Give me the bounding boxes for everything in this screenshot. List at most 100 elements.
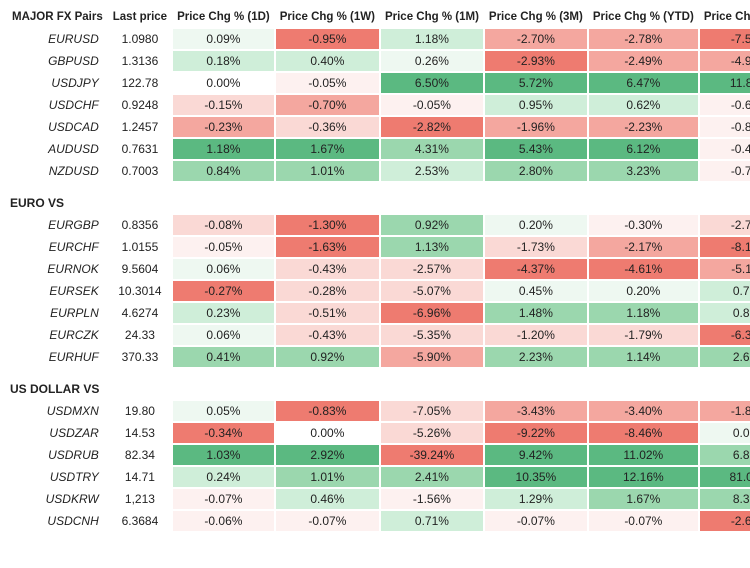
chg-cell-ytd: 3.23% [588, 160, 699, 182]
chg-cell-m1: -39.24% [380, 444, 484, 466]
chg-cell-y1: 0.71% [699, 280, 750, 302]
last-cell: 14.71 [108, 466, 172, 488]
table-row: USDCAD1.2457-0.23%-0.36%-2.82%-1.96%-2.2… [7, 116, 750, 138]
last-cell: 1.0980 [108, 28, 172, 50]
chg-cell-ytd: 0.62% [588, 94, 699, 116]
chg-cell-w1: -0.70% [275, 94, 380, 116]
chg-cell-m3: -2.70% [484, 28, 588, 50]
chg-cell-y1: -7.54% [699, 28, 750, 50]
chg-cell-y1: 0.80% [699, 302, 750, 324]
chg-cell-y1: -0.40% [699, 138, 750, 160]
table-row: EURUSD1.09800.09%-0.95%1.18%-2.70%-2.78%… [7, 28, 750, 50]
chg-cell-m3: 2.23% [484, 346, 588, 368]
last-cell: 9.5604 [108, 258, 172, 280]
chg-cell-ytd: -2.23% [588, 116, 699, 138]
chg-cell-m3: -3.43% [484, 400, 588, 422]
chg-cell-m3: -9.22% [484, 422, 588, 444]
col-last: Last price [108, 7, 172, 28]
chg-cell-m1: -7.05% [380, 400, 484, 422]
table-row: GBPUSD1.31360.18%0.40%0.26%-2.93%-2.49%-… [7, 50, 750, 72]
chg-cell-d1: 0.06% [172, 324, 275, 346]
pair-cell: USDRUB [7, 444, 108, 466]
chg-cell-d1: -0.27% [172, 280, 275, 302]
section-title: EURO VS [7, 192, 750, 214]
chg-cell-ytd: -4.61% [588, 258, 699, 280]
chg-cell-d1: -0.23% [172, 116, 275, 138]
chg-cell-m1: 1.18% [380, 28, 484, 50]
chg-cell-m3: 5.43% [484, 138, 588, 160]
table-row: USDCNH6.3684-0.06%-0.07%0.71%-0.07%-0.07… [7, 510, 750, 532]
chg-cell-m3: 5.72% [484, 72, 588, 94]
chg-cell-m1: -5.90% [380, 346, 484, 368]
chg-cell-w1: -0.43% [275, 258, 380, 280]
chg-cell-w1: -0.28% [275, 280, 380, 302]
chg-cell-ytd: -0.07% [588, 510, 699, 532]
pair-cell: EURSEK [7, 280, 108, 302]
chg-cell-m3: 1.29% [484, 488, 588, 510]
chg-cell-w1: -0.43% [275, 324, 380, 346]
pair-cell: EURGBP [7, 214, 108, 236]
chg-cell-m3: 1.48% [484, 302, 588, 324]
chg-cell-d1: 0.84% [172, 160, 275, 182]
chg-cell-ytd: 12.16% [588, 466, 699, 488]
chg-cell-d1: -0.07% [172, 488, 275, 510]
chg-cell-d1: -0.06% [172, 510, 275, 532]
last-cell: 0.7631 [108, 138, 172, 160]
pair-cell: EURCZK [7, 324, 108, 346]
table-row: USDMXN19.800.05%-0.83%-7.05%-3.43%-3.40%… [7, 400, 750, 422]
chg-cell-m1: -1.56% [380, 488, 484, 510]
chg-cell-y1: 6.82% [699, 444, 750, 466]
chg-cell-w1: 0.92% [275, 346, 380, 368]
chg-cell-m3: 0.95% [484, 94, 588, 116]
chg-cell-m3: -2.93% [484, 50, 588, 72]
last-cell: 0.8356 [108, 214, 172, 236]
chg-cell-y1: 11.88% [699, 72, 750, 94]
chg-cell-m3: 9.42% [484, 444, 588, 466]
chg-cell-w1: -0.95% [275, 28, 380, 50]
table-row: USDZAR14.53-0.34%0.00%-5.26%-9.22%-8.46%… [7, 422, 750, 444]
chg-cell-m1: -6.96% [380, 302, 484, 324]
chg-cell-m3: -1.96% [484, 116, 588, 138]
pair-cell: NZDUSD [7, 160, 108, 182]
chg-cell-w1: 0.00% [275, 422, 380, 444]
pair-cell: EURCHF [7, 236, 108, 258]
chg-cell-m1: 0.26% [380, 50, 484, 72]
pair-cell: USDJPY [7, 72, 108, 94]
table-row: USDKRW1,213-0.07%0.46%-1.56%1.29%1.67%8.… [7, 488, 750, 510]
table-row: EURNOK9.56040.06%-0.43%-2.57%-4.37%-4.61… [7, 258, 750, 280]
last-cell: 4.6274 [108, 302, 172, 324]
pair-cell: USDCHF [7, 94, 108, 116]
table-row: EURCZK24.330.06%-0.43%-5.35%-1.20%-1.79%… [7, 324, 750, 346]
table-row: EURGBP0.8356-0.08%-1.30%0.92%0.20%-0.30%… [7, 214, 750, 236]
chg-cell-ytd: 0.20% [588, 280, 699, 302]
chg-cell-y1: -2.70% [699, 214, 750, 236]
chg-cell-d1: 0.18% [172, 50, 275, 72]
chg-cell-ytd: 1.14% [588, 346, 699, 368]
last-cell: 0.7003 [108, 160, 172, 182]
pair-cell: USDCAD [7, 116, 108, 138]
chg-cell-m1: 4.31% [380, 138, 484, 160]
chg-cell-y1: -0.77% [699, 160, 750, 182]
chg-cell-w1: -1.63% [275, 236, 380, 258]
chg-cell-d1: 0.09% [172, 28, 275, 50]
chg-cell-m1: -5.26% [380, 422, 484, 444]
last-cell: 1.2457 [108, 116, 172, 138]
last-cell: 370.33 [108, 346, 172, 368]
last-cell: 24.33 [108, 324, 172, 346]
chg-cell-m1: 0.71% [380, 510, 484, 532]
last-cell: 6.3684 [108, 510, 172, 532]
chg-cell-ytd: 1.67% [588, 488, 699, 510]
last-cell: 14.53 [108, 422, 172, 444]
pair-cell: USDKRW [7, 488, 108, 510]
chg-cell-y1: -8.12% [699, 236, 750, 258]
chg-cell-m1: 2.53% [380, 160, 484, 182]
chg-cell-m3: -1.20% [484, 324, 588, 346]
chg-cell-m3: -4.37% [484, 258, 588, 280]
pair-cell: AUDUSD [7, 138, 108, 160]
chg-cell-d1: 0.00% [172, 72, 275, 94]
chg-cell-w1: 0.46% [275, 488, 380, 510]
chg-cell-y1: 0.09% [699, 422, 750, 444]
table-row: USDRUB82.341.03%2.92%-39.24%9.42%11.02%6… [7, 444, 750, 466]
chg-cell-m1: -2.57% [380, 258, 484, 280]
table-row: USDCHF0.9248-0.15%-0.70%-0.05%0.95%0.62%… [7, 94, 750, 116]
